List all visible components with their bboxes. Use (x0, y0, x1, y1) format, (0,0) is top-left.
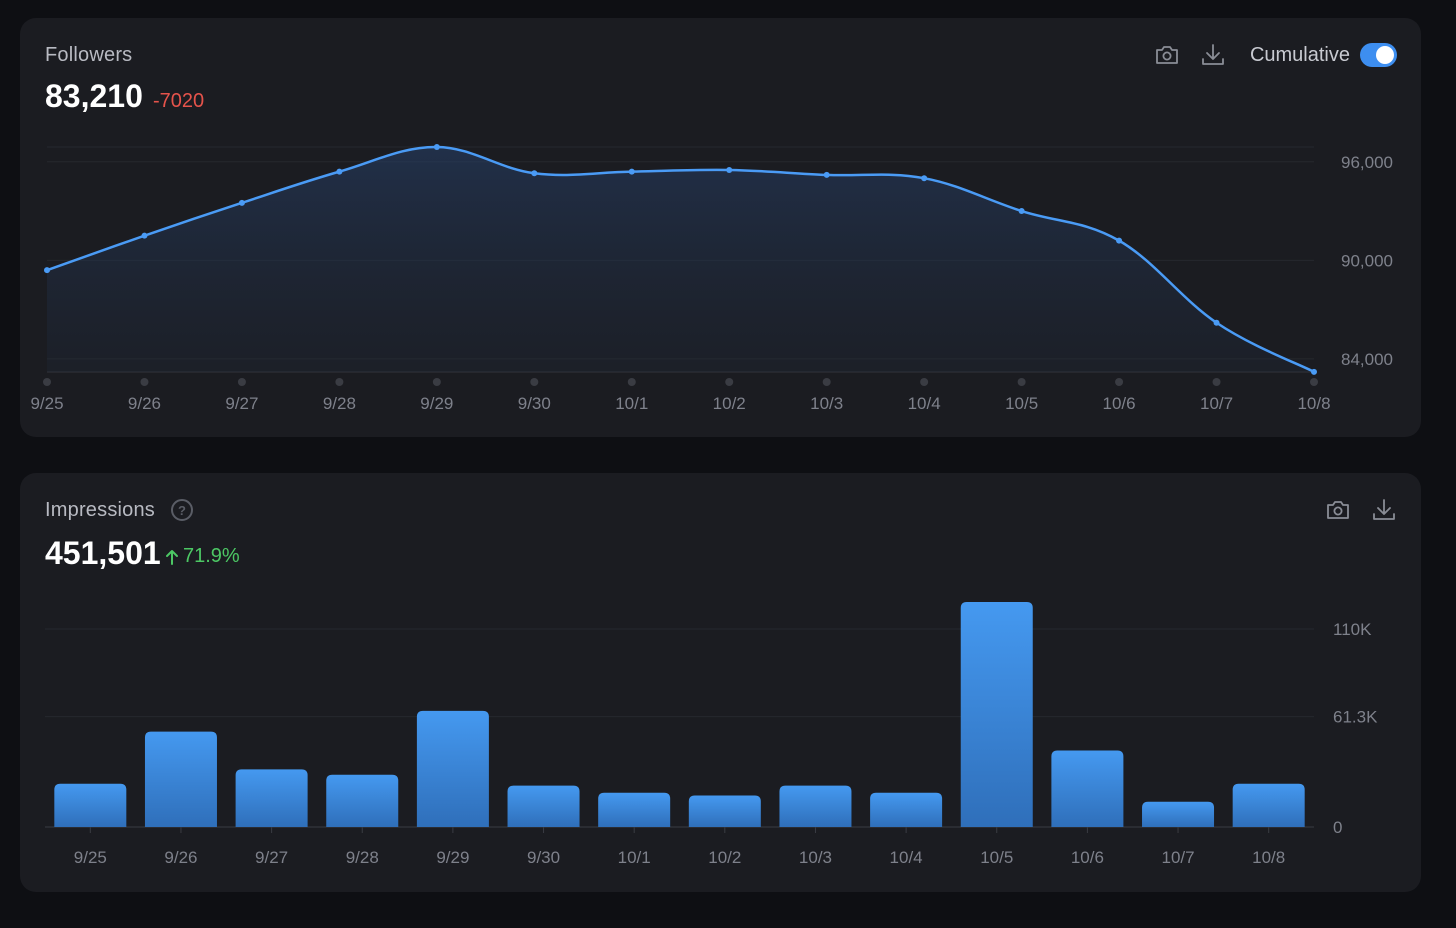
camera-icon[interactable] (1325, 497, 1351, 523)
x-tick-label: 9/30 (527, 848, 560, 867)
x-tick-label: 9/26 (164, 848, 197, 867)
camera-icon[interactable] (1154, 42, 1180, 68)
x-tick-label: 10/7 (1200, 394, 1233, 413)
x-tick-dot (920, 378, 929, 386)
help-icon[interactable]: ? (171, 499, 193, 521)
bar[interactable] (1051, 750, 1124, 828)
x-tick-label: 9/26 (128, 394, 161, 413)
download-icon[interactable] (1200, 42, 1226, 68)
followers-card: Followers 83,210 -7020 Cumulative 84,000… (20, 18, 1421, 437)
data-point[interactable] (44, 267, 50, 274)
x-tick-dot (530, 378, 539, 386)
x-tick-label: 9/27 (225, 394, 258, 413)
x-tick-dot (822, 378, 831, 386)
data-point[interactable] (726, 166, 733, 173)
x-tick-label: 10/1 (618, 848, 651, 867)
impressions-delta-value: 71.9% (183, 545, 240, 567)
impressions-chart: 0 61.3K 110K 9/25 9/26 9/27 9/28 9/29 9/30 10/1 10… (45, 602, 1378, 867)
x-tick-dot (140, 378, 149, 386)
data-point[interactable] (921, 175, 928, 182)
y-tick-label: 90,000 (1341, 251, 1393, 270)
data-point[interactable] (336, 168, 343, 175)
x-tick-label: 10/8 (1297, 394, 1330, 413)
followers-chart: 84,000 90,000 96,000 9/25 9/26 9/27 9/28 9/29 9/… (30, 144, 1393, 413)
x-tick-label: 9/28 (346, 848, 379, 867)
y-tick-label: 110K (1333, 620, 1372, 639)
bar[interactable] (779, 785, 852, 827)
x-tick-label: 10/7 (1161, 848, 1194, 867)
x-tick-label: 10/1 (615, 394, 648, 413)
x-tick-label: 9/30 (518, 394, 551, 413)
x-tick-dot (627, 378, 636, 386)
bar[interactable] (54, 783, 127, 827)
data-point[interactable] (823, 171, 830, 178)
series-area (47, 146, 1314, 372)
bar[interactable] (144, 731, 217, 827)
x-tick-label: 10/6 (1071, 848, 1104, 867)
x-tick-dot (432, 378, 441, 386)
x-tick-label: 10/4 (908, 394, 941, 413)
bar[interactable] (1142, 801, 1215, 827)
y-tick-label: 61.3K (1333, 708, 1378, 727)
y-tick-label: 0 (1333, 818, 1342, 837)
data-point[interactable] (1311, 368, 1317, 375)
bar[interactable] (416, 710, 489, 827)
followers-value: 83,210 (45, 78, 143, 114)
x-tick-label: 10/6 (1103, 394, 1136, 413)
impressions-card: Impressions ? 451,501 71.9% 0 61.3K 110K 9/… (20, 473, 1421, 892)
bar[interactable] (960, 602, 1033, 827)
data-point[interactable] (1213, 319, 1220, 326)
impressions-title: Impressions (45, 499, 156, 521)
cumulative-toggle[interactable] (1360, 43, 1397, 67)
y-tick-label: 96,000 (1341, 153, 1393, 172)
x-tick-dot (725, 378, 734, 386)
x-tick-label: 10/3 (799, 848, 832, 867)
bar[interactable] (870, 792, 943, 827)
x-tick-dot (1310, 378, 1318, 386)
followers-toolbar: Cumulative (1154, 42, 1397, 68)
x-tick-dot (1212, 378, 1221, 386)
x-tick-label: 9/27 (255, 848, 288, 867)
data-point[interactable] (1116, 237, 1123, 244)
followers-delta: -7020 (153, 90, 205, 112)
cumulative-label: Cumulative (1249, 43, 1350, 66)
bar[interactable] (688, 795, 761, 828)
x-tick-label: 10/5 (980, 848, 1013, 867)
data-point[interactable] (628, 168, 635, 175)
x-tick-label: 10/2 (713, 394, 746, 413)
x-tick-label: 10/3 (810, 394, 843, 413)
data-point[interactable] (238, 199, 245, 206)
bar[interactable] (598, 792, 671, 827)
x-tick-label: 10/4 (890, 848, 923, 867)
followers-title: Followers (45, 44, 133, 66)
x-tick-label: 9/29 (436, 848, 469, 867)
bar[interactable] (326, 774, 399, 827)
data-point[interactable] (141, 232, 148, 239)
x-tick-dot (1115, 378, 1124, 386)
data-point[interactable] (1018, 208, 1025, 215)
x-tick-dot (237, 378, 246, 386)
x-tick-dot (1017, 378, 1026, 386)
impressions-value: 451,501 (45, 535, 161, 571)
x-tick-dot (43, 378, 51, 386)
data-point[interactable] (433, 144, 440, 150)
x-tick-label: 10/8 (1252, 848, 1285, 867)
download-icon[interactable] (1371, 497, 1397, 523)
x-tick-label: 10/5 (1005, 394, 1038, 413)
bar[interactable] (1232, 783, 1305, 827)
bar[interactable] (235, 769, 308, 827)
x-tick-label: 9/28 (323, 394, 356, 413)
x-tick-label: 9/25 (74, 848, 107, 867)
bar[interactable] (507, 785, 580, 827)
x-tick-label: 10/2 (708, 848, 741, 867)
y-tick-label: 84,000 (1341, 350, 1393, 369)
impressions-toolbar (1325, 497, 1397, 523)
arrow-up-icon (166, 549, 178, 565)
impressions-delta: 71.9% (165, 545, 240, 568)
x-tick-label: 9/29 (420, 394, 453, 413)
data-point[interactable] (531, 170, 538, 177)
x-tick-label: 9/25 (30, 394, 63, 413)
x-tick-dot (335, 378, 344, 386)
